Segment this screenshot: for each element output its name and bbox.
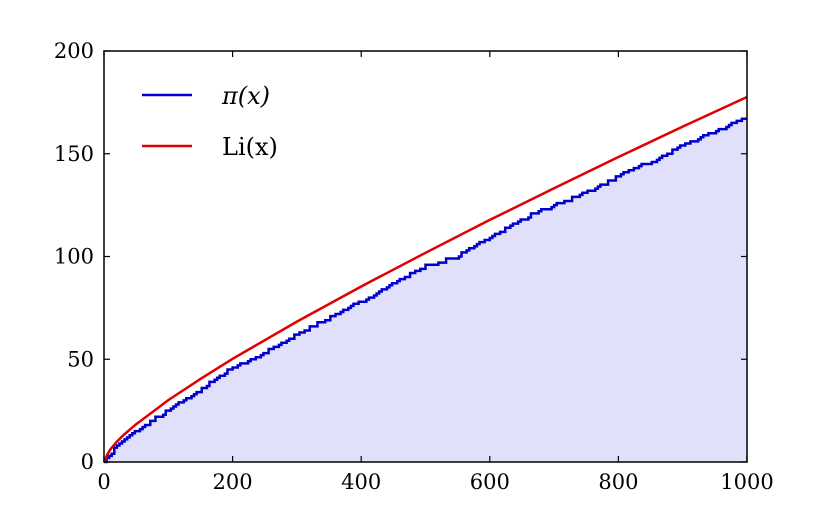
legend-label-0: π(x) <box>221 82 270 110</box>
series-0-area <box>104 118 747 462</box>
x-tick-label: 800 <box>598 470 638 494</box>
x-tick-label: 600 <box>470 470 510 494</box>
x-tick-label: 400 <box>341 470 381 494</box>
plot-area <box>102 95 748 464</box>
x-tick-label: 0 <box>97 470 110 494</box>
x-tick-label: 200 <box>213 470 253 494</box>
series-0-line <box>104 117 747 464</box>
axes: 0 200 400 600 800 1000 0 50 100 150 200 <box>54 39 774 494</box>
series-1-line <box>102 95 748 463</box>
y-tick-label: 100 <box>54 245 94 269</box>
y-tick-label: 150 <box>54 142 94 166</box>
y-tick-label: 0 <box>81 450 94 474</box>
x-tick-label: 1000 <box>720 470 773 494</box>
legend-label-1: Li(x) <box>222 133 278 161</box>
legend: π(x) Li(x) <box>142 82 278 161</box>
y-tick-label: 200 <box>54 39 94 63</box>
y-tick-label: 50 <box>67 347 94 371</box>
